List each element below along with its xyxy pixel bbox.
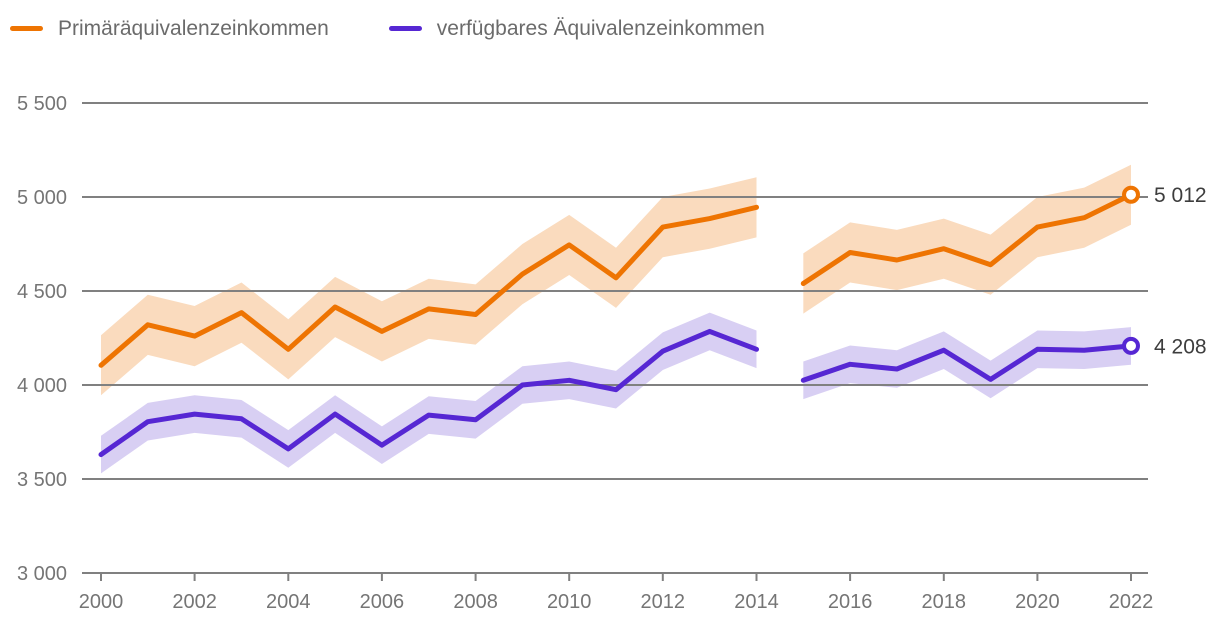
series-line-verfuegbar-segment-2	[800, 343, 1134, 383]
legend-item-primaeraequivalenzeinkommen: Primäräquivalenzeinkommen	[10, 18, 329, 39]
x-tick-label: 2012	[641, 591, 686, 613]
x-tick-label: 2008	[453, 591, 498, 613]
x-tick-label: 2004	[266, 591, 311, 613]
x-tick-label: 2006	[360, 591, 405, 613]
x-tick-label: 2018	[922, 591, 967, 613]
legend-item-verfuegbares-aequivalenzeinkommen: verfügbares Äquivalenzeinkommen	[388, 17, 765, 40]
series-line-primaer-segment-1	[98, 204, 759, 368]
x-tick-label: 2010	[547, 591, 592, 613]
series-line-verfuegbar-segment-1	[98, 328, 759, 458]
end-value-label-primaer: 5 012	[1154, 184, 1207, 207]
x-tick-label: 2022	[1109, 591, 1154, 613]
chart-legend: Primäräquivalenzeinkommen verfügbares Äq…	[10, 18, 765, 39]
legend-swatch-verfuegbar	[388, 26, 422, 31]
legend-label-verfuegbar: verfügbares Äquivalenzeinkommen	[436, 17, 765, 40]
y-tick-label: 3 500	[17, 469, 67, 491]
y-tick-label: 5 000	[17, 187, 67, 209]
endpoint-marker-verfuegbar	[1122, 336, 1140, 355]
x-tick-label: 2000	[79, 591, 124, 613]
legend-swatch-primaer	[10, 26, 43, 31]
x-tick-label: 2020	[1015, 591, 1060, 613]
endpoint-marker-primaer	[1122, 185, 1140, 204]
confidence-band-primaer-segment-2	[803, 164, 1131, 314]
x-tick-label: 2002	[172, 591, 217, 613]
y-tick-label: 5 500	[17, 93, 67, 115]
end-value-label-verfuegbar: 4 208	[1154, 335, 1207, 358]
y-tick-label: 4 000	[17, 375, 67, 397]
legend-label-primaer: Primäräquivalenzeinkommen	[58, 17, 329, 40]
y-tick-label: 4 500	[17, 281, 67, 303]
series-line-primaer-segment-2	[800, 192, 1134, 286]
x-tick-label: 2016	[828, 591, 873, 613]
x-tick-label: 2014	[734, 591, 779, 613]
y-tick-label: 3 000	[17, 563, 67, 585]
confidence-band-primaer-segment-1	[101, 177, 757, 396]
